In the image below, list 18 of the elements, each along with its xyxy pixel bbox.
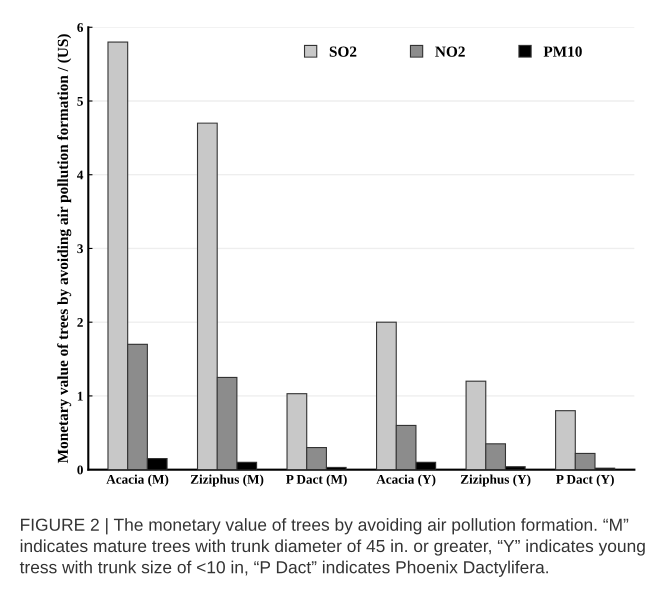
y-tick-label: 3: [77, 244, 83, 254]
legend-label: NO2: [435, 46, 465, 57]
x-tick-label: Ziziphus (Y): [460, 474, 530, 486]
x-tick-label: P Dact (M): [286, 474, 347, 486]
legend-label: SO2: [330, 46, 356, 57]
x-tick-label: Acacia (Y): [376, 474, 436, 486]
y-tick-label: 6: [77, 23, 84, 32]
x-tick-label: Ziziphus (M): [190, 474, 264, 486]
caption: FIGURE 2 | The monetary value of trees by avoiding air pollution formation. “M” indicates mature trees with trunk diameter of 45 in. or greater, “Y” indicates young tress with trunk size of <10 in, “P Dact” indicates Phoenix Dactylifera.: [20, 518, 645, 577]
y-tick-label: 5: [77, 96, 83, 106]
x-tick-label: P Dact (Y): [556, 474, 614, 486]
y-axis-title: Monetary value of trees by avoiding air pollution formation / (US): [57, 34, 72, 464]
y-tick-label: 1: [78, 392, 83, 400]
x-tick-label: Acacia (M): [106, 474, 168, 486]
y-tick-label: 0: [77, 465, 83, 474]
y-tick-label: 2: [77, 318, 83, 327]
y-tick-label: 4: [77, 170, 84, 180]
legend-label: PM10: [544, 46, 582, 57]
